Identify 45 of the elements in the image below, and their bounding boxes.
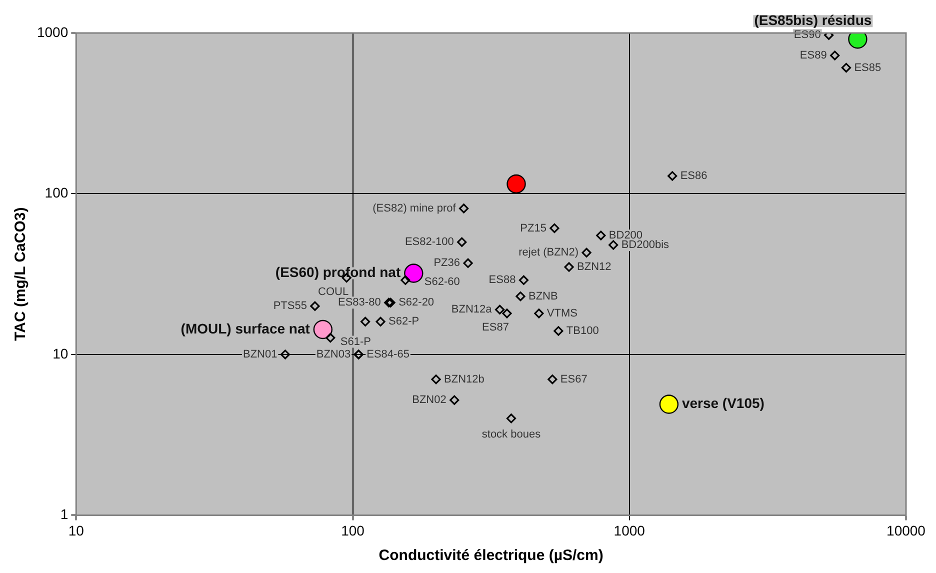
annotation: BZNB: [528, 290, 558, 302]
annotation: VTMS: [546, 307, 578, 320]
annotation: BZN01: [242, 348, 278, 360]
annotation: BZN12b: [444, 373, 484, 386]
annotation: ES87: [482, 321, 509, 334]
series-label: (ES60) profond nat: [275, 264, 401, 280]
annotation: BD200: [608, 229, 643, 242]
annotation: BZN12a: [451, 304, 493, 316]
annotation: ES88: [488, 274, 516, 286]
annotation: ES89: [800, 49, 827, 62]
series-label: (MOUL) surface nat: [180, 320, 310, 336]
annotation: BZN02: [412, 394, 446, 406]
annotation: PZ36: [434, 257, 460, 270]
x-tick-label: 10000: [886, 522, 926, 538]
annotation: ES82-100: [404, 236, 454, 248]
x-tick-label: 10: [68, 522, 84, 538]
annotation: ES83-80: [338, 296, 381, 309]
annotation: stock boues: [482, 428, 542, 440]
annotation: ES84-65: [366, 348, 410, 360]
y-tick-label: 10: [52, 345, 68, 362]
y-axis-title: TAC (mg/L CaCO3): [12, 207, 30, 341]
x-axis-title: Conductivité électrique (µS/cm): [378, 547, 604, 564]
annotation: PTS55: [273, 300, 307, 312]
annotation: rejet (BZN2): [518, 246, 579, 259]
annotation: S62-20: [398, 296, 434, 309]
annotation: (ES82) mine prof: [372, 202, 457, 214]
series-label: verse (V105): [682, 395, 764, 412]
annotation: BZN03: [316, 348, 351, 360]
annotation: ES85: [854, 62, 882, 74]
annotation: BD200bis: [621, 239, 670, 251]
annotation: S62-60: [424, 276, 460, 288]
y-tick-label: 100: [44, 184, 68, 201]
annotation: S62-P: [388, 316, 420, 328]
x-tick-label: 1000: [614, 522, 646, 538]
annotation: BZN12: [577, 261, 612, 274]
annotation: ES67: [560, 373, 588, 386]
annotation: ES86: [680, 170, 708, 182]
y-tick-label: 1: [60, 506, 68, 522]
annotation: TB100: [566, 325, 599, 338]
annotation: COUL: [318, 286, 349, 298]
series-label: (ES85bis) résidus: [754, 12, 872, 28]
y-tick-label: 1000: [36, 24, 68, 40]
x-tick-label: 100: [341, 522, 365, 538]
annotation: S61-P: [340, 336, 371, 348]
annotation: PZ15: [520, 222, 546, 234]
